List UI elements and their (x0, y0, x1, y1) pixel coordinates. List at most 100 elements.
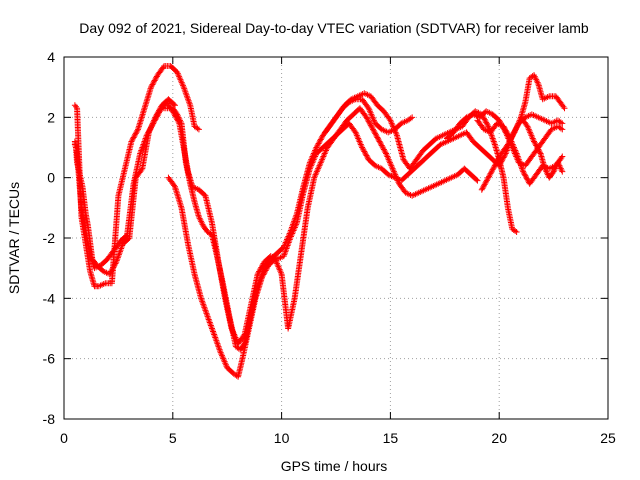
data-point (106, 271, 113, 278)
data-point (133, 129, 140, 136)
data-point (483, 177, 490, 184)
x-axis-label: GPS time / hours (281, 458, 388, 474)
data-point (377, 139, 384, 146)
data-point (496, 117, 503, 124)
data-point (72, 103, 79, 110)
data-point (150, 80, 157, 87)
data-point (360, 147, 367, 154)
data-point (194, 125, 201, 132)
data-point (156, 107, 163, 114)
data-point (363, 152, 370, 159)
data-point (261, 270, 268, 277)
series-6 (478, 72, 568, 193)
data-point (520, 168, 527, 175)
data-point (260, 271, 267, 278)
y-tick-label: 2 (47, 109, 55, 125)
data-point (561, 105, 568, 112)
data-point (488, 167, 495, 174)
tick-labels: 0 5 10 15 20 25 -8 -6 -4 -2 0 2 4 (43, 49, 616, 446)
data-point (155, 108, 162, 115)
data-point (131, 133, 138, 140)
data-point (364, 115, 371, 122)
x-tick-label: 10 (274, 430, 290, 446)
data-point (380, 146, 387, 153)
data-point (484, 122, 491, 129)
data-point (533, 142, 540, 149)
data-point (483, 119, 490, 126)
data-point (407, 115, 414, 122)
data-point (481, 181, 488, 188)
data-point (362, 151, 369, 158)
y-tick-label: -8 (43, 411, 56, 427)
data-point (364, 153, 371, 160)
data-point (492, 161, 499, 168)
series-7 (474, 117, 566, 187)
data-point (259, 274, 266, 281)
series-3 (165, 105, 481, 380)
data-point (491, 162, 498, 169)
data-point (531, 138, 538, 145)
data-point (157, 104, 164, 111)
data-point (108, 268, 115, 275)
data-point (201, 191, 208, 198)
data-point (373, 133, 380, 140)
data-point (495, 155, 502, 162)
data-point (256, 267, 263, 274)
data-point (130, 134, 137, 141)
data-point (374, 134, 381, 141)
data-point (318, 135, 325, 142)
data-point (368, 123, 375, 130)
data-point (153, 74, 160, 81)
data-point (378, 142, 385, 149)
data-point (313, 144, 320, 151)
data-point (557, 119, 564, 126)
data-point (154, 110, 161, 117)
data-point (128, 138, 135, 145)
data-point (153, 112, 160, 119)
data-point (263, 266, 270, 273)
data-point (170, 101, 177, 108)
data-point (153, 111, 160, 118)
data-point (382, 149, 389, 156)
data-point (523, 175, 530, 182)
data-point (504, 130, 511, 137)
data-point (503, 128, 510, 135)
data-point (479, 185, 486, 192)
data-point (521, 171, 528, 178)
data-point (491, 163, 498, 170)
data-points (71, 63, 568, 380)
data-point (494, 158, 501, 165)
data-point (533, 143, 540, 150)
data-point (473, 176, 480, 183)
data-point (171, 102, 178, 109)
data-point (259, 272, 266, 279)
data-point (557, 125, 564, 132)
data-point (483, 120, 490, 127)
data-point (494, 157, 501, 164)
data-point (372, 130, 379, 137)
data-point (366, 119, 373, 126)
data-point (513, 228, 520, 235)
data-point (500, 123, 507, 130)
data-point (361, 148, 368, 155)
data-point (534, 145, 541, 152)
data-point (152, 76, 159, 83)
data-point (487, 170, 494, 177)
data-point (535, 146, 542, 153)
data-point (148, 84, 155, 91)
data-point (152, 114, 159, 121)
data-point (138, 166, 145, 173)
data-point (482, 118, 489, 125)
data-point (490, 165, 497, 172)
series-9 (71, 96, 178, 278)
data-point (370, 127, 377, 134)
data-point (523, 173, 530, 180)
data-point (195, 126, 202, 133)
data-point (502, 126, 509, 133)
data-point (375, 137, 382, 144)
data-point (261, 268, 268, 275)
data-point (315, 140, 322, 147)
data-point (160, 64, 167, 71)
data-point (125, 236, 132, 243)
